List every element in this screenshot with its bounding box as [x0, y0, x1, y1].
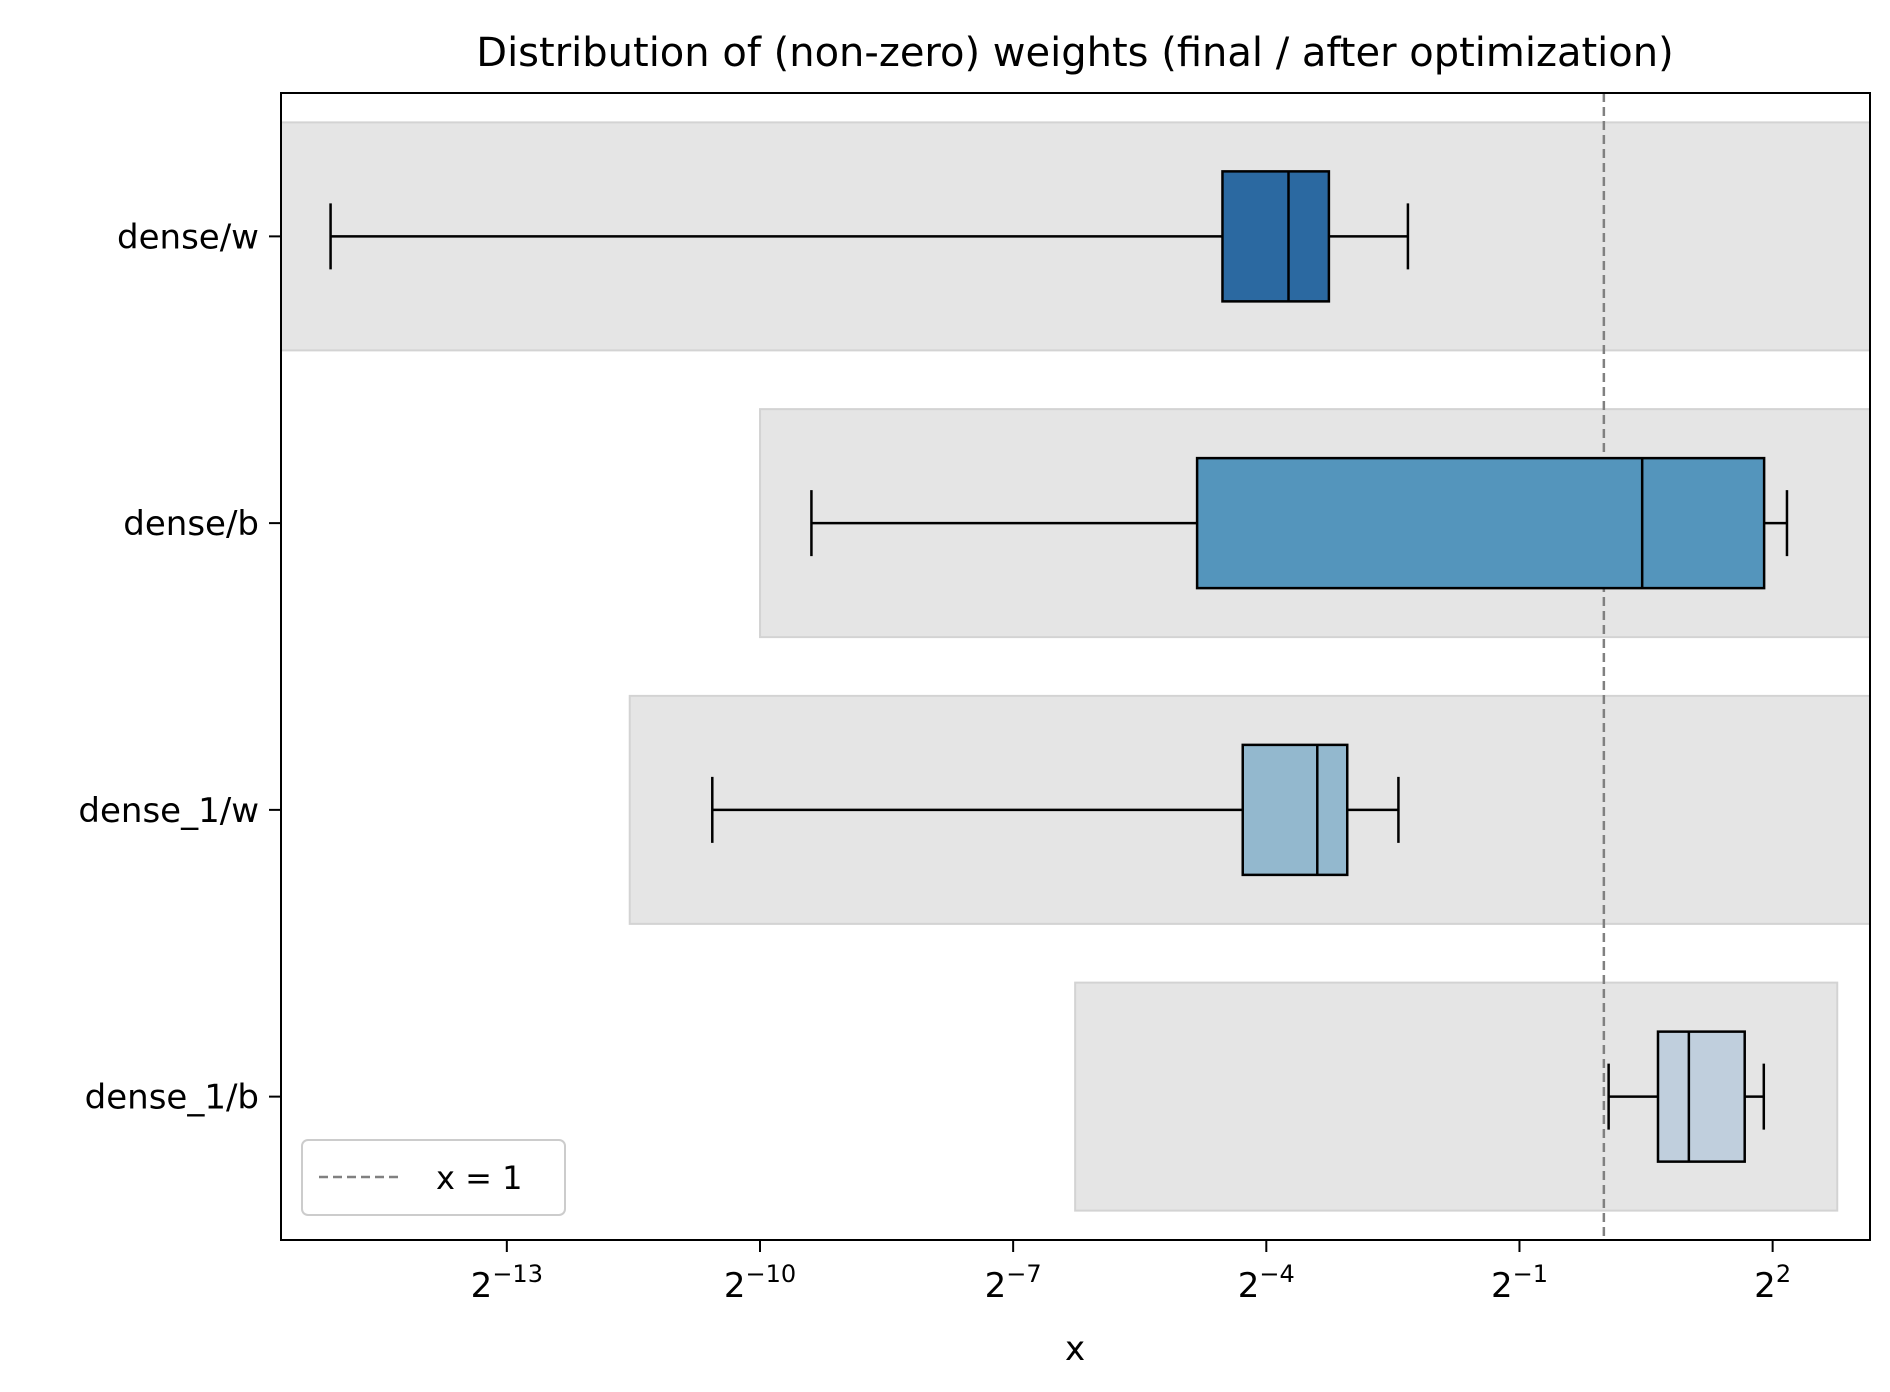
box-dense-1-w — [1241, 743, 1349, 877]
y-tick-label-dense-w: dense/w — [117, 217, 259, 257]
boxes-group — [329, 170, 1789, 1163]
box-dense-w — [1221, 170, 1331, 303]
x-axis: 2−13 2−10 2−7 2−4 2−1 22 — [471, 1240, 1791, 1306]
x-tick-label-1: 2−10 — [724, 1260, 796, 1306]
x-tick-label-3: 2−4 — [1238, 1260, 1295, 1306]
chart-title: Distribution of (non-zero) weights (fina… — [476, 30, 1673, 76]
y-tick-label-dense-1-w: dense_1/w — [78, 791, 259, 831]
x-tick-label-0: 2−13 — [471, 1260, 543, 1306]
legend-label: x = 1 — [436, 1159, 522, 1197]
x-tick-label-5: 22 — [1754, 1260, 1791, 1306]
box-dense-b — [1195, 456, 1766, 590]
x-tick-label-4: 2−1 — [1491, 1260, 1548, 1306]
legend: x = 1 — [301, 1139, 566, 1216]
y-axis: dense/w dense/b dense_1/w dense_1/b — [78, 217, 281, 1118]
x-axis-label: x — [1065, 1329, 1085, 1369]
y-tick-label-dense-b: dense/b — [123, 504, 259, 544]
box-dense-1-b — [1656, 1030, 1746, 1163]
legend-box — [301, 1139, 566, 1216]
x-tick-label-2: 2−7 — [985, 1260, 1042, 1306]
plot-frame — [280, 92, 1871, 1241]
y-tick-label-dense-1-b: dense_1/b — [85, 1078, 259, 1118]
